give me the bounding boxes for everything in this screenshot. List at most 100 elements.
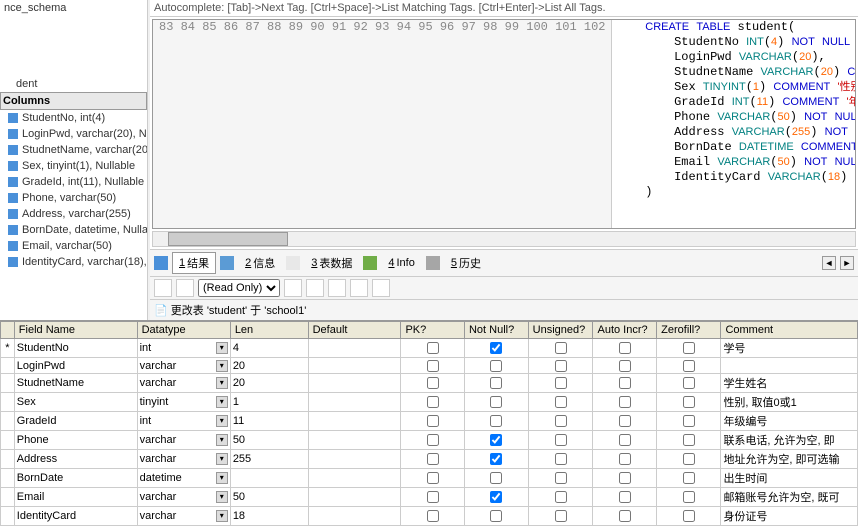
checkbox-cell[interactable]: [657, 393, 721, 412]
checkbox-cell[interactable]: [593, 488, 657, 507]
checkbox-cell[interactable]: [657, 507, 721, 526]
tab-result[interactable]: 1 结果: [172, 252, 216, 274]
len-cell[interactable]: 50: [230, 488, 308, 507]
checkbox-cell[interactable]: [401, 450, 465, 469]
code-content[interactable]: CREATE TABLE student( StudentNo INT(4) N…: [612, 20, 855, 228]
datatype-cell[interactable]: varchar▾: [137, 358, 230, 374]
checkbox-cell[interactable]: [593, 393, 657, 412]
toolbar-icon-3[interactable]: [284, 279, 302, 297]
dropdown-arrow-icon[interactable]: ▾: [216, 415, 228, 427]
checkbox-cell[interactable]: [401, 412, 465, 431]
comment-cell[interactable]: 学生姓名: [721, 374, 858, 393]
toolbar-icon-7[interactable]: [372, 279, 390, 297]
checkbox[interactable]: [427, 453, 439, 465]
readonly-select[interactable]: (Read Only): [198, 279, 280, 297]
tab-tabledata[interactable]: 3 表数据: [304, 252, 359, 274]
checkbox[interactable]: [555, 491, 567, 503]
checkbox[interactable]: [427, 491, 439, 503]
field-name-cell[interactable]: StudnetName: [14, 374, 137, 393]
comment-cell[interactable]: 性别, 取值0或1: [721, 393, 858, 412]
checkbox-cell[interactable]: [464, 393, 528, 412]
default-cell[interactable]: [308, 412, 401, 431]
grid-header[interactable]: Zerofill?: [657, 322, 721, 339]
checkbox[interactable]: [427, 510, 439, 522]
dropdown-arrow-icon[interactable]: ▾: [216, 453, 228, 465]
dropdown-arrow-icon[interactable]: ▾: [216, 491, 228, 503]
datatype-cell[interactable]: tinyint▾: [137, 393, 230, 412]
grid-header[interactable]: Unsigned?: [528, 322, 593, 339]
checkbox[interactable]: [683, 342, 695, 354]
grid-header[interactable]: Field Name: [14, 322, 137, 339]
field-row[interactable]: *StudentNoint▾4学号: [1, 339, 858, 358]
checkbox[interactable]: [683, 453, 695, 465]
checkbox-cell[interactable]: [593, 431, 657, 450]
dropdown-arrow-icon[interactable]: ▾: [216, 510, 228, 522]
row-marker[interactable]: *: [1, 339, 15, 358]
checkbox-cell[interactable]: [528, 374, 593, 393]
checkbox-cell[interactable]: [528, 339, 593, 358]
field-name-cell[interactable]: Address: [14, 450, 137, 469]
checkbox[interactable]: [555, 342, 567, 354]
row-marker[interactable]: [1, 507, 15, 526]
tree-item-dent[interactable]: dent: [0, 76, 147, 92]
checkbox-cell[interactable]: [464, 412, 528, 431]
default-cell[interactable]: [308, 339, 401, 358]
tab-history[interactable]: 5 历史: [444, 252, 488, 274]
datatype-cell[interactable]: varchar▾: [137, 374, 230, 393]
checkbox-cell[interactable]: [593, 339, 657, 358]
field-name-cell[interactable]: IdentityCard: [14, 507, 137, 526]
checkbox[interactable]: [619, 491, 631, 503]
tree-column-item[interactable]: IdentityCard, varchar(18),: [0, 254, 147, 270]
checkbox-cell[interactable]: [528, 469, 593, 488]
default-cell[interactable]: [308, 507, 401, 526]
tree-columns-header[interactable]: Columns: [0, 92, 147, 110]
len-cell[interactable]: 255: [230, 450, 308, 469]
checkbox[interactable]: [555, 377, 567, 389]
row-marker[interactable]: [1, 358, 15, 374]
field-name-cell[interactable]: Phone: [14, 431, 137, 450]
checkbox-cell[interactable]: [657, 374, 721, 393]
checkbox[interactable]: [490, 491, 502, 503]
default-cell[interactable]: [308, 469, 401, 488]
len-cell[interactable]: [230, 469, 308, 488]
checkbox-cell[interactable]: [464, 374, 528, 393]
checkbox[interactable]: [427, 415, 439, 427]
tab-next-button[interactable]: ►: [840, 256, 854, 270]
field-name-cell[interactable]: Email: [14, 488, 137, 507]
checkbox[interactable]: [683, 491, 695, 503]
checkbox[interactable]: [619, 342, 631, 354]
checkbox[interactable]: [555, 510, 567, 522]
checkbox-cell[interactable]: [657, 469, 721, 488]
default-cell[interactable]: [308, 488, 401, 507]
checkbox[interactable]: [490, 453, 502, 465]
grid-header[interactable]: Not Null?: [464, 322, 528, 339]
grid-header[interactable]: Comment: [721, 322, 858, 339]
scroll-thumb[interactable]: [168, 232, 288, 246]
checkbox-cell[interactable]: [528, 450, 593, 469]
fields-grid[interactable]: Field NameDatatypeLenDefaultPK?Not Null?…: [0, 321, 858, 526]
tree-column-item[interactable]: Phone, varchar(50): [0, 190, 147, 206]
len-cell[interactable]: 50: [230, 431, 308, 450]
datatype-cell[interactable]: varchar▾: [137, 450, 230, 469]
checkbox-cell[interactable]: [464, 339, 528, 358]
field-row[interactable]: GradeIdint▾11年级编号: [1, 412, 858, 431]
datatype-cell[interactable]: varchar▾: [137, 431, 230, 450]
toolbar-icon-6[interactable]: [350, 279, 368, 297]
row-marker[interactable]: [1, 412, 15, 431]
checkbox[interactable]: [683, 472, 695, 484]
checkbox-cell[interactable]: [657, 450, 721, 469]
checkbox[interactable]: [619, 415, 631, 427]
grid-header[interactable]: Datatype: [137, 322, 230, 339]
checkbox[interactable]: [490, 396, 502, 408]
checkbox-cell[interactable]: [528, 431, 593, 450]
checkbox-cell[interactable]: [401, 431, 465, 450]
comment-cell[interactable]: 年级编号: [721, 412, 858, 431]
tree-column-item[interactable]: LoginPwd, varchar(20), Nu: [0, 126, 147, 142]
dropdown-arrow-icon[interactable]: ▾: [216, 472, 228, 484]
checkbox-cell[interactable]: [593, 358, 657, 374]
field-row[interactable]: BornDatedatetime▾出生时间: [1, 469, 858, 488]
checkbox-cell[interactable]: [401, 488, 465, 507]
checkbox-cell[interactable]: [657, 488, 721, 507]
checkbox[interactable]: [427, 396, 439, 408]
datatype-cell[interactable]: varchar▾: [137, 507, 230, 526]
